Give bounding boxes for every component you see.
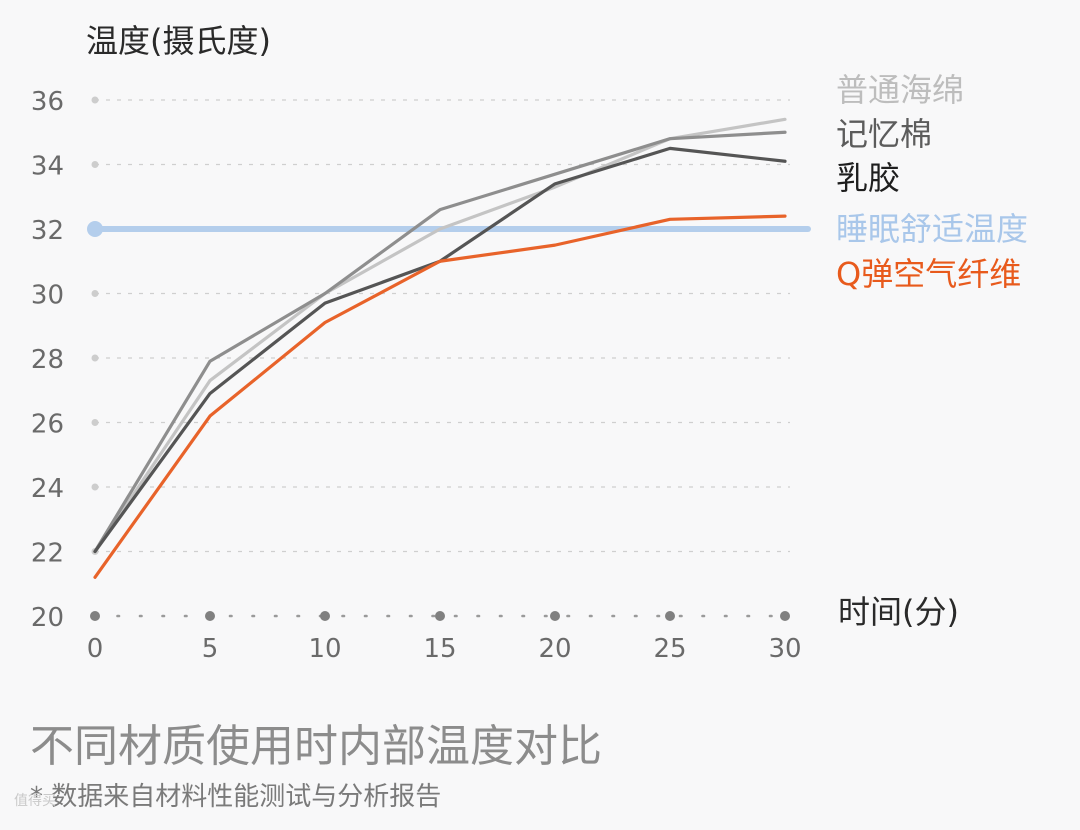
y-tick-36: 36 <box>31 87 64 117</box>
x-tick-30: 30 <box>768 634 801 664</box>
x-axis-title: 时间(分) <box>838 593 959 631</box>
x-tick-20: 20 <box>538 634 571 664</box>
y-tick-34: 34 <box>31 152 64 182</box>
legend-item-3: 乳胶 <box>836 159 900 197</box>
y-tick-30: 30 <box>31 281 64 311</box>
y-tick-22: 22 <box>31 539 64 569</box>
grid-dot-28 <box>91 354 99 362</box>
legend-item-1: 普通海绵 <box>836 71 964 109</box>
x-tick-25: 25 <box>653 634 686 664</box>
legend-item-2: 记忆棉 <box>836 115 932 153</box>
x-tick-dot-5 <box>205 611 215 621</box>
y-tick-24: 24 <box>31 474 64 504</box>
x-tick-labels: 0 5 10 15 20 25 30 <box>87 611 802 664</box>
x-tick-15: 15 <box>423 634 456 664</box>
legend-item-4: Q弹空气纤维 <box>836 255 1021 293</box>
chart-footnote: * 数据来自材料性能测试与分析报告 <box>30 782 442 812</box>
grid-dot-34 <box>91 161 99 168</box>
series-line-2 <box>93 130 787 554</box>
grid-dot-24 <box>91 483 99 491</box>
series-lines <box>93 117 787 579</box>
watermark: 值得买 <box>14 793 56 809</box>
reference-line-group <box>87 221 811 237</box>
x-tick-dot-30 <box>780 611 790 621</box>
legend-item-reference: 睡眠舒适温度 <box>836 210 1028 248</box>
y-tick-28: 28 <box>31 345 64 375</box>
grid-dot-26 <box>91 419 99 426</box>
reference-line-dot <box>87 221 103 237</box>
x-tick-dot-20 <box>550 611 560 621</box>
y-tick-26: 26 <box>31 410 64 440</box>
x-tick-dot-25 <box>665 611 675 621</box>
x-tick-dot-0 <box>90 611 100 621</box>
gridlines <box>91 96 790 618</box>
y-tick-32: 32 <box>31 216 64 246</box>
x-tick-5: 5 <box>202 634 219 664</box>
x-tick-dot-10 <box>320 611 330 621</box>
x-tick-0: 0 <box>87 634 104 664</box>
y-tick-labels: 20 22 24 26 28 30 32 34 36 <box>31 87 64 633</box>
series-line-4 <box>93 214 787 579</box>
y-tick-20: 20 <box>31 603 64 633</box>
chart-caption: 不同材质使用时内部温度对比 <box>30 721 602 772</box>
x-tick-dot-15 <box>435 611 445 621</box>
grid-dot-30 <box>91 290 99 297</box>
y-axis-title: 温度(摄氏度) <box>86 22 271 60</box>
x-tick-10: 10 <box>308 634 341 664</box>
grid-dot-36 <box>91 96 99 104</box>
